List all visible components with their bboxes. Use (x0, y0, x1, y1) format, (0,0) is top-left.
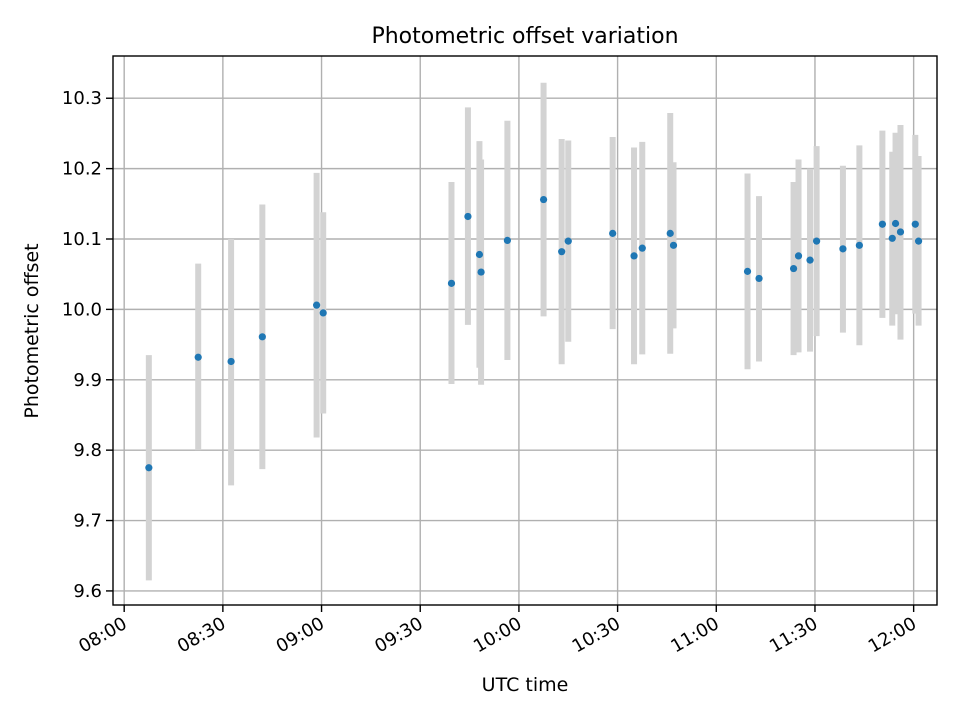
data-point (888, 234, 896, 242)
data-point (896, 228, 905, 236)
plot-frame (112, 55, 938, 606)
y-tick-label: 10.1 (62, 229, 102, 250)
y-tick-label: 9.7 (73, 511, 102, 532)
data-point (911, 220, 919, 228)
data-point (839, 245, 847, 253)
data-point (630, 252, 638, 260)
chart-title: Photometric offset variation (371, 24, 678, 49)
data-point (743, 267, 752, 275)
data-point (914, 237, 923, 245)
data-point (145, 464, 153, 472)
x-axis-label: UTC time (482, 674, 569, 696)
y-tick-label: 9.6 (73, 581, 102, 602)
y-axis-label: Photometric offset (21, 243, 43, 418)
data-points (145, 195, 923, 472)
data-point (891, 219, 900, 228)
data-point (258, 333, 266, 341)
data-point (447, 279, 456, 287)
y-tick-label: 10.0 (62, 299, 102, 320)
data-point (669, 241, 678, 249)
data-point (878, 220, 886, 228)
data-point (319, 309, 327, 317)
data-point (855, 241, 863, 249)
data-point (564, 237, 572, 245)
data-point (477, 268, 485, 276)
data-point (313, 301, 321, 309)
data-point (794, 252, 803, 260)
data-point (666, 229, 674, 237)
y-tick-label: 9.9 (73, 370, 102, 391)
data-point (755, 274, 763, 283)
data-point (464, 212, 472, 221)
data-point (813, 237, 821, 245)
data-point (558, 248, 566, 256)
y-tick-label: 9.8 (73, 440, 102, 461)
data-point (227, 357, 235, 366)
data-point (539, 195, 548, 204)
y-tick-label: 10.2 (62, 159, 102, 180)
data-point (789, 264, 798, 273)
y-tick-label: 10.3 (62, 88, 102, 109)
data-point (638, 244, 646, 252)
data-point (503, 236, 512, 245)
y-axis-ticks: 9.6 9.7 9.8 9.9 10.0 10.1 10.2 10.3 (62, 88, 113, 602)
data-point (609, 229, 617, 237)
data-point (806, 256, 814, 264)
data-point (194, 353, 202, 361)
data-point (475, 250, 484, 259)
